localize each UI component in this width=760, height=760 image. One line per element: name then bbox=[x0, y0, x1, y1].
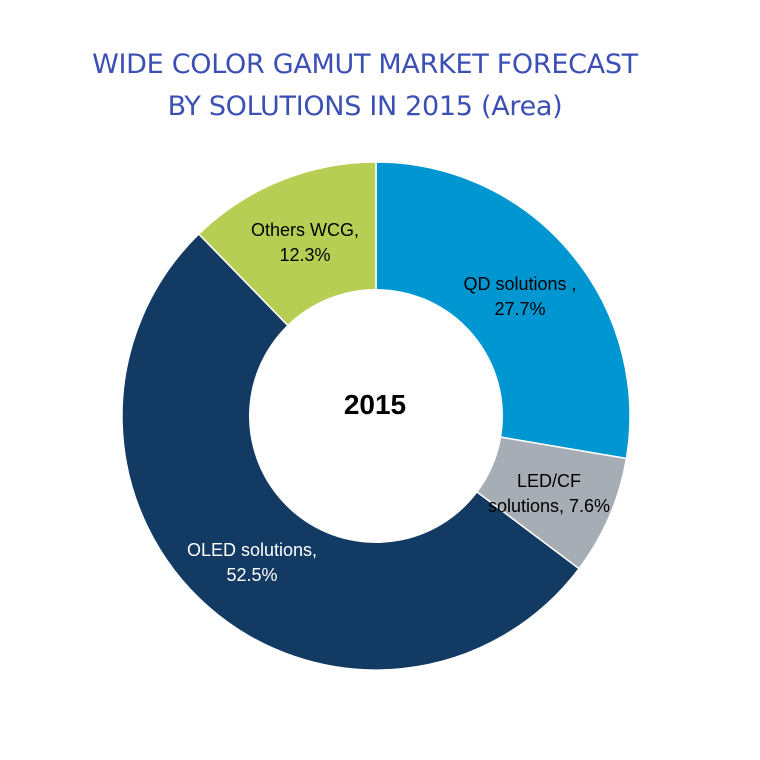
slice-label-others-line-1: Others WCG, bbox=[251, 220, 359, 240]
slice-label-ledcf: LED/CF solutions, 7.6% bbox=[488, 471, 610, 516]
slice-label-oled: OLED solutions, 52.5% bbox=[187, 540, 317, 585]
slice-label-ledcf-line-1: LED/CF bbox=[517, 471, 581, 491]
slice-label-qd-line-1: QD solutions , bbox=[463, 274, 576, 294]
slice-label-oled-line-1: OLED solutions, bbox=[187, 540, 317, 560]
chart-title-line-2: BY SOLUTIONS IN 2015 (Area) bbox=[167, 91, 563, 122]
slice-label-others-line-2: 12.3% bbox=[279, 245, 330, 265]
chart-title-line-1: WIDE COLOR GAMUT MARKET FORECAST bbox=[92, 49, 638, 80]
slice-labels-layer: QD solutions , 27.7% LED/CF solutions, 7.6%… bbox=[187, 220, 610, 585]
chart-title: WIDE COLOR GAMUT MARKET FORECAST BY SOLU… bbox=[0, 44, 730, 128]
slice-label-qd-line-2: 27.7% bbox=[494, 299, 545, 319]
slice-label-oled-line-2: 52.5% bbox=[226, 565, 277, 585]
slice-label-qd: QD solutions , 27.7% bbox=[463, 274, 576, 319]
slice-label-others: Others WCG, 12.3% bbox=[251, 220, 359, 265]
slice-label-ledcf-line-2: solutions, 7.6% bbox=[488, 496, 610, 516]
center-label: 2015 bbox=[344, 389, 406, 420]
donut-hole bbox=[249, 289, 503, 543]
